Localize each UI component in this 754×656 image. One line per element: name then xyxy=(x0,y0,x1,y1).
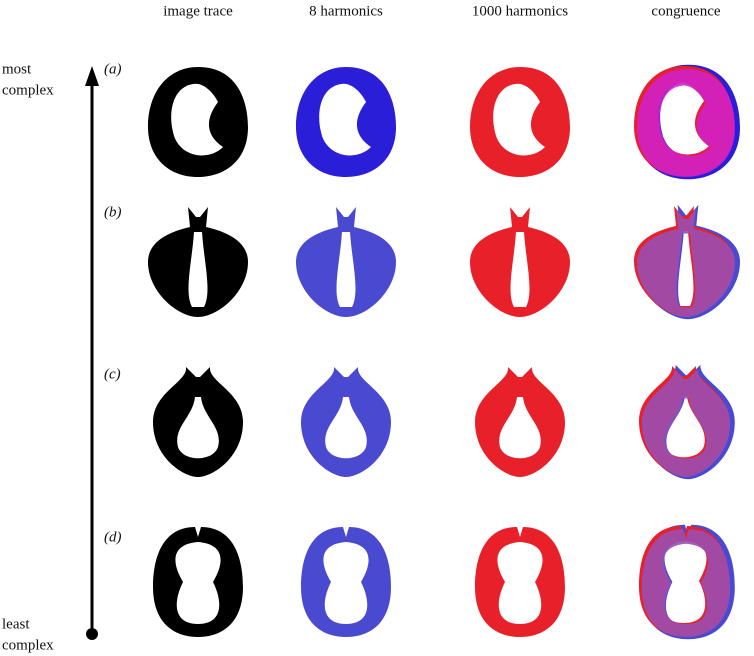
axis-top-label: complex xyxy=(2,82,54,98)
outline-shape xyxy=(153,527,243,637)
row-label: (a) xyxy=(104,61,122,77)
axis-bottom-label: complex xyxy=(2,637,54,653)
column-header: 8 harmonics xyxy=(309,3,383,19)
axis-bottom-label: least xyxy=(2,616,30,632)
outline-shape xyxy=(470,207,570,317)
outline-shape xyxy=(301,527,391,637)
axis-base xyxy=(86,628,98,640)
shapes xyxy=(148,64,740,640)
outline-shape xyxy=(296,67,396,177)
column-header: 1000 harmonics xyxy=(472,3,568,19)
column-header: congruence xyxy=(651,3,720,19)
outline-shape xyxy=(641,369,731,477)
outline-shape xyxy=(153,367,243,477)
outline-shape xyxy=(296,207,396,317)
outline-shape xyxy=(475,527,565,637)
axis-top-label: most xyxy=(2,61,32,77)
outline-shape xyxy=(148,67,248,177)
outline-shape xyxy=(637,209,735,317)
outline-shape xyxy=(637,69,735,177)
outline-shape xyxy=(301,367,391,477)
outline-shape xyxy=(641,529,731,637)
outline-shape xyxy=(470,67,570,177)
outline-shape xyxy=(475,367,565,477)
row-label: (d) xyxy=(104,529,122,545)
outline-shape xyxy=(148,207,248,317)
column-header: image trace xyxy=(163,3,233,19)
row-label: (b) xyxy=(104,204,122,220)
axis-arrowhead xyxy=(85,66,99,86)
row-label: (c) xyxy=(104,366,121,382)
